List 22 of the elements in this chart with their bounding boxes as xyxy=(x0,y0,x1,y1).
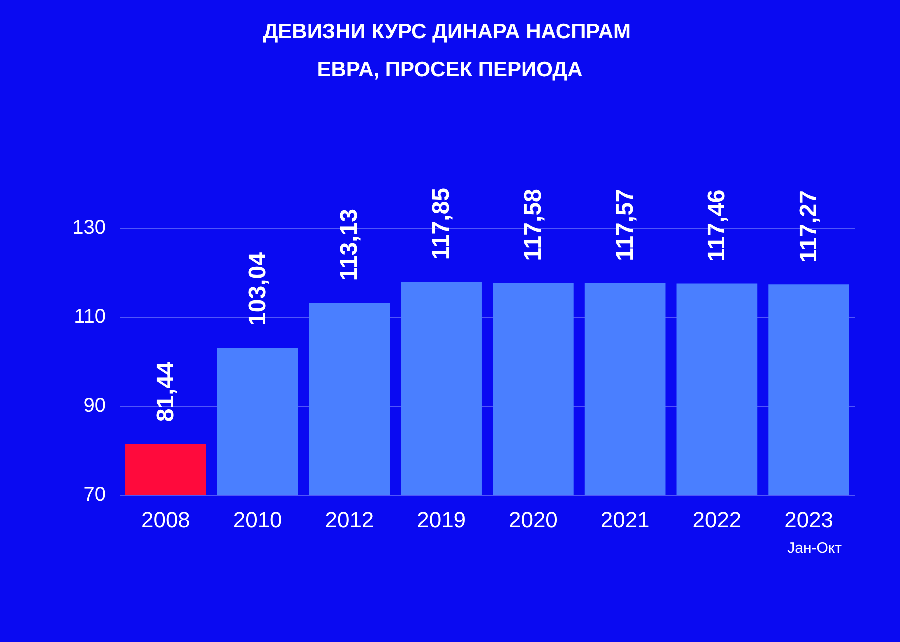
chart-title: ДЕВИЗНИ КУРС ДИНАРА НАСПРАМ ЕВРА, ПРОСЕК ПЕРИОДА xyxy=(263,20,637,82)
data-label: 117,46 xyxy=(704,190,731,262)
y-tick-label: 130 xyxy=(72,217,106,239)
x-tick-label: 2012 xyxy=(325,508,374,532)
data-label: 117,57 xyxy=(612,189,639,262)
data-label: 81,44 xyxy=(152,361,180,422)
x-tick-label: 2008 xyxy=(141,508,190,532)
y-tick-label: 110 xyxy=(74,306,106,328)
text: Јан-Окт xyxy=(788,540,842,557)
x-tick-label: 2019 xyxy=(417,508,466,532)
data-label: 117,85 xyxy=(428,188,456,260)
x-tick-label: 2010 xyxy=(233,508,282,532)
data-label: 113,13 xyxy=(336,208,364,282)
x-tick-label: 2023 xyxy=(784,508,834,532)
data-label: 103,04 xyxy=(244,252,272,326)
y-tick-label: 90 xyxy=(84,395,106,417)
y-tick-label: 70 xyxy=(84,484,106,506)
x-tick-label: 2021 xyxy=(600,508,650,532)
data-label: 117,27 xyxy=(796,190,823,263)
x-tick-label: 2022 xyxy=(692,508,742,532)
data-label: 117,58 xyxy=(520,189,547,262)
x-tick-label: 2020 xyxy=(508,508,558,532)
